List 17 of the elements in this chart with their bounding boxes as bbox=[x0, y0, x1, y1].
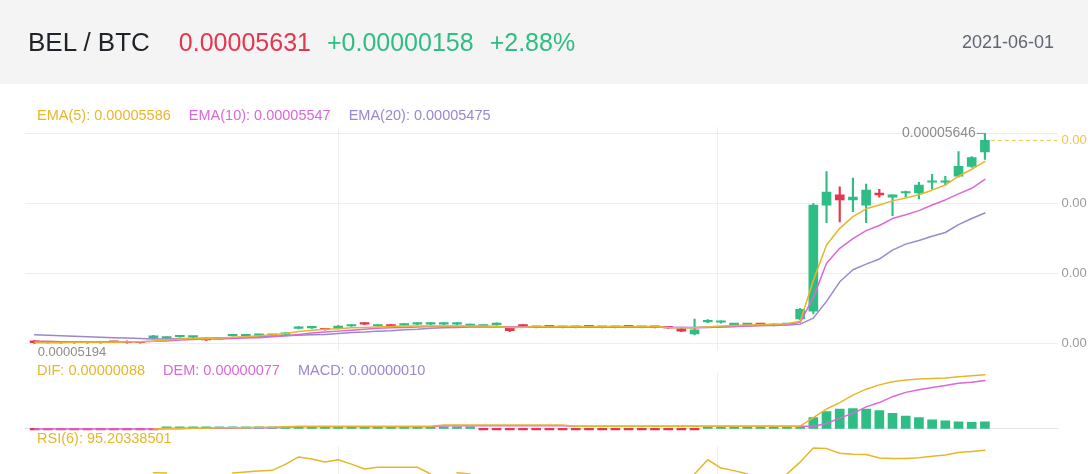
y-tick-label: 0.00 bbox=[1061, 335, 1087, 351]
annotation: 0.00005646 bbox=[901, 124, 977, 141]
y-tick-label: 0.00 bbox=[1061, 195, 1087, 211]
annotation: MACD: 0.00000010 bbox=[297, 362, 426, 379]
text: EMA(20): 0.00005475 bbox=[348, 106, 491, 124]
text: EMA(5): 0.00005586 bbox=[37, 106, 171, 124]
series-label: RSI(6): 95.20338501 bbox=[37, 429, 172, 447]
text: +2.88% bbox=[489, 27, 576, 57]
annotation: 0.00005194 bbox=[37, 343, 107, 359]
text: DIF: 0.00000088 bbox=[37, 362, 146, 379]
text: DEM: 0.00000077 bbox=[163, 362, 280, 379]
y-tick-label: 0.00 bbox=[1061, 265, 1087, 281]
text: 0.00005631 bbox=[178, 27, 311, 57]
text: 2021-06-01 bbox=[962, 31, 1055, 53]
text: EMA(10): 0.00005547 bbox=[188, 106, 331, 124]
text: +0.00000158 bbox=[326, 27, 474, 57]
chart-title: BEL / BTC bbox=[28, 26, 150, 58]
